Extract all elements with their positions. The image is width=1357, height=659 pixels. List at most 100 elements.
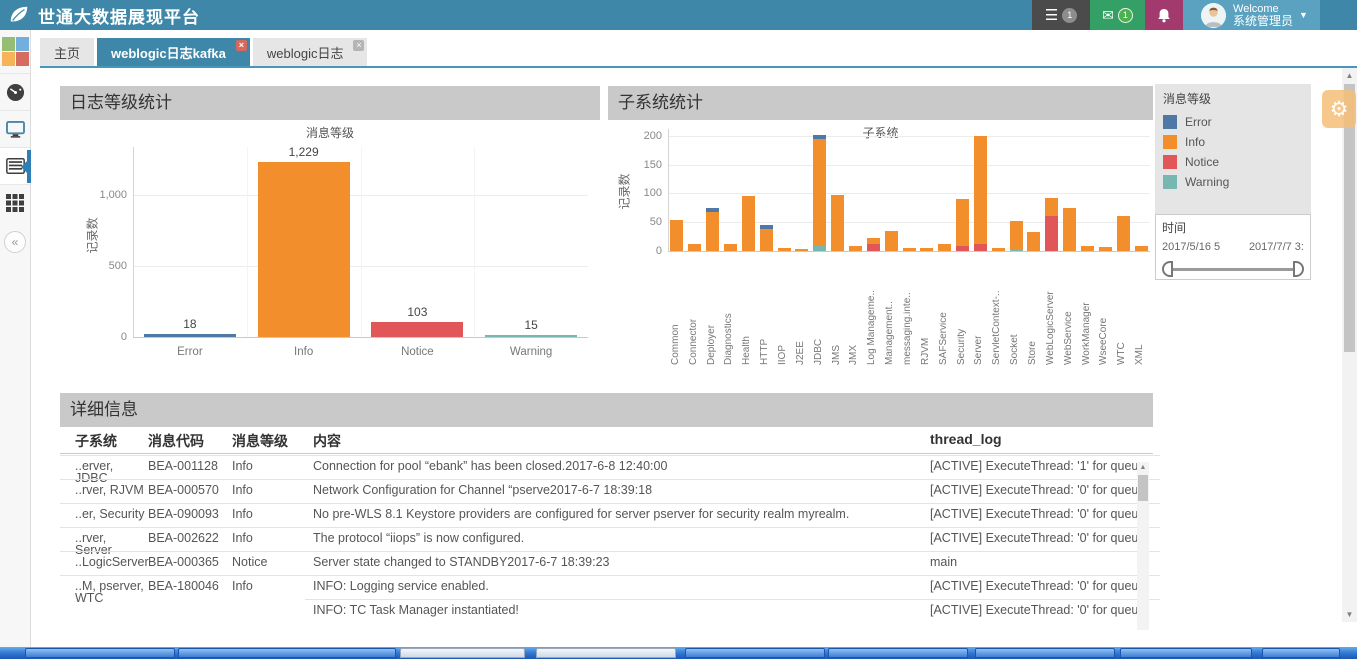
scrollbar-thumb[interactable] bbox=[1344, 84, 1355, 352]
table-cell: BEA-090093 bbox=[148, 507, 219, 521]
legend-item-notice[interactable]: Notice bbox=[1163, 152, 1303, 172]
gridline bbox=[668, 135, 1150, 137]
tab-weblogic[interactable]: weblogic日志 × bbox=[252, 38, 368, 66]
table-row[interactable]: ..rver, RJVM BEA-000570 Info Network Config… bbox=[60, 479, 1160, 503]
slider-handle-end[interactable] bbox=[1293, 261, 1304, 277]
table-scrollbar-thumb[interactable] bbox=[1138, 475, 1148, 501]
stack-segment-error[interactable] bbox=[759, 225, 773, 229]
taskbar-button[interactable] bbox=[178, 648, 396, 658]
stack-segment-info[interactable] bbox=[1098, 247, 1112, 251]
bar-warning[interactable] bbox=[485, 335, 578, 337]
taskbar-button[interactable] bbox=[975, 648, 1115, 658]
close-icon[interactable]: × bbox=[353, 40, 365, 51]
stack-segment-info[interactable] bbox=[1009, 221, 1023, 249]
legend-item-warning[interactable]: Warning bbox=[1163, 172, 1303, 192]
x-category-label: Notice bbox=[401, 346, 434, 358]
stack-segment-info[interactable] bbox=[902, 248, 916, 251]
legend-item-info[interactable]: Info bbox=[1163, 132, 1303, 152]
stack-segment-notice[interactable] bbox=[956, 246, 970, 251]
tab-underline bbox=[40, 66, 1357, 68]
x-category-label: Common bbox=[670, 324, 681, 365]
stack-segment-info[interactable] bbox=[1081, 246, 1095, 251]
stack-segment-info[interactable] bbox=[973, 136, 987, 244]
stack-segment-info[interactable] bbox=[866, 238, 880, 244]
stack-segment-info[interactable] bbox=[706, 212, 720, 251]
stack-segment-info[interactable] bbox=[991, 248, 1005, 251]
legend-item-label: Error bbox=[1185, 115, 1212, 129]
table-row[interactable]: ..M, pserver, WTC BEA-180046 Info INFO: Log… bbox=[60, 575, 1160, 604]
stack-segment-info[interactable] bbox=[777, 248, 791, 251]
stack-segment-info[interactable] bbox=[759, 229, 773, 251]
page-scrollbar[interactable]: ▲ ▼ bbox=[1342, 68, 1357, 622]
stack-segment-info[interactable] bbox=[1063, 208, 1077, 251]
settings-button[interactable]: ⚙ bbox=[1322, 90, 1356, 128]
stack-segment-info[interactable] bbox=[670, 220, 684, 251]
sidebar-item-apps[interactable] bbox=[0, 184, 30, 221]
sidebar-item-reports[interactable] bbox=[0, 147, 31, 184]
stack-segment-info[interactable] bbox=[1027, 232, 1041, 251]
bar-error[interactable] bbox=[143, 334, 236, 337]
table-cell: INFO: Logging service enabled. bbox=[313, 579, 489, 593]
sidebar-collapse-button[interactable]: « bbox=[4, 231, 26, 253]
stack-segment-info[interactable] bbox=[1045, 198, 1059, 216]
windows-taskbar[interactable] bbox=[0, 647, 1357, 659]
stack-segment-info[interactable] bbox=[813, 139, 827, 246]
taskbar-button[interactable] bbox=[400, 648, 525, 658]
taskbar-button[interactable] bbox=[1262, 648, 1340, 658]
stack-segment-info[interactable] bbox=[956, 199, 970, 246]
stack-segment-notice[interactable] bbox=[1045, 216, 1059, 251]
stack-segment-info[interactable] bbox=[831, 195, 845, 251]
taskbar-button[interactable] bbox=[685, 648, 825, 658]
stack-segment-info[interactable] bbox=[938, 244, 952, 251]
stack-segment-info[interactable] bbox=[920, 248, 934, 251]
legend-item-error[interactable]: Error bbox=[1163, 112, 1303, 132]
stack-segment-warning[interactable] bbox=[1009, 249, 1023, 251]
monitor-icon bbox=[5, 120, 25, 138]
tab-home[interactable]: 主页 bbox=[40, 38, 95, 66]
user-menu[interactable]: Welcome 系统管理员 ▼ bbox=[1183, 0, 1320, 30]
messages-button[interactable]: ✉ 1 bbox=[1090, 0, 1145, 30]
tab-weblogic-kafka[interactable]: weblogic日志kafka × bbox=[97, 38, 250, 66]
menu-icon: ☰ bbox=[1044, 7, 1059, 24]
taskbar-button[interactable] bbox=[828, 648, 968, 658]
table-row[interactable]: ..erver, JDBC BEA-001128 Info Connection fo… bbox=[60, 455, 1160, 484]
sidebar-item-dashboard[interactable] bbox=[0, 73, 30, 110]
scroll-up-icon[interactable]: ▲ bbox=[1345, 71, 1354, 80]
close-icon[interactable]: × bbox=[235, 40, 247, 51]
x-category-label: JMX bbox=[849, 345, 860, 365]
logo-square-blue bbox=[16, 37, 29, 51]
slider-handle-start[interactable] bbox=[1162, 261, 1173, 277]
sidebar-item-screens[interactable] bbox=[0, 110, 30, 147]
scroll-up-icon[interactable]: ▲ bbox=[1139, 464, 1147, 471]
scroll-down-icon[interactable]: ▼ bbox=[1345, 610, 1354, 619]
stack-segment-error[interactable] bbox=[706, 208, 720, 212]
stack-segment-info[interactable] bbox=[723, 244, 737, 251]
table-row[interactable]: ..LogicServer BEA-000365 Notice Server stat… bbox=[60, 551, 1160, 575]
bar-notice[interactable] bbox=[371, 322, 464, 337]
stack-segment-warning[interactable] bbox=[813, 246, 827, 251]
stack-segment-notice[interactable] bbox=[866, 244, 880, 251]
taskbar-button[interactable] bbox=[1120, 648, 1252, 658]
taskbar-button[interactable] bbox=[25, 648, 175, 658]
table-header-row: 子系统 消息代码 消息等级 内容 thread_log bbox=[60, 428, 1153, 454]
table-row[interactable]: INFO: TC Task Manager instantiated! [ACTI… bbox=[60, 599, 1160, 623]
table-cell: The protocol “iiops” is now configured. bbox=[313, 531, 525, 545]
table-row[interactable]: ..er, Security BEA-090093 Info No pre-WLS 8… bbox=[60, 503, 1160, 527]
table-scrollbar[interactable]: ▲ bbox=[1137, 462, 1149, 630]
stack-segment-error[interactable] bbox=[813, 135, 827, 139]
menu-button[interactable]: ☰ 1 bbox=[1032, 0, 1090, 30]
time-range-slider[interactable] bbox=[1162, 261, 1304, 277]
stack-segment-info[interactable] bbox=[884, 231, 898, 251]
notifications-button[interactable] bbox=[1145, 0, 1183, 30]
table-cell: [ACTIVE] ExecuteThread: '0' for queu bbox=[930, 531, 1139, 545]
stack-segment-notice[interactable] bbox=[973, 244, 987, 251]
stack-segment-info[interactable] bbox=[688, 244, 702, 251]
stack-segment-info[interactable] bbox=[848, 246, 862, 251]
taskbar-button[interactable] bbox=[536, 648, 676, 658]
stack-segment-info[interactable] bbox=[1116, 216, 1130, 251]
stack-segment-info[interactable] bbox=[1134, 246, 1148, 251]
table-row[interactable]: ..rver, Server BEA-002622 Info The protocol… bbox=[60, 527, 1160, 556]
stack-segment-info[interactable] bbox=[741, 196, 755, 251]
bar-info[interactable] bbox=[257, 162, 350, 337]
stack-segment-info[interactable] bbox=[795, 249, 809, 251]
